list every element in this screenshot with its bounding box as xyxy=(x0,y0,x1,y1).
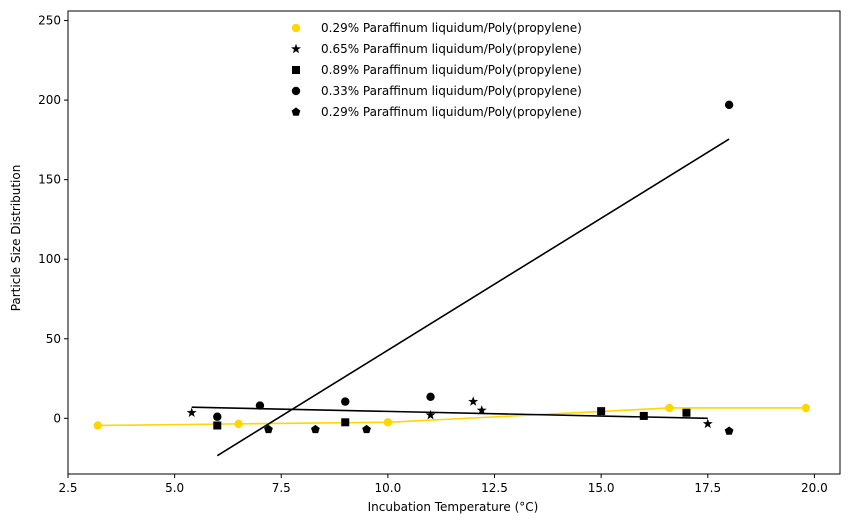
series-2-point xyxy=(597,407,606,416)
series-1-point xyxy=(476,405,487,415)
series-3-point xyxy=(724,100,734,110)
legend: 0.29% Paraffinum liquidum/Poly(propylene… xyxy=(291,21,582,119)
y-tick-label: 200 xyxy=(38,93,61,107)
data-points xyxy=(93,100,811,435)
tick-labels: 2.5 5.0 7.5 10.0 12.5 15.0 17.5 20.0 0 50 100 150 20… xyxy=(38,14,828,495)
series-2-point xyxy=(682,408,691,417)
series-3-point xyxy=(341,397,350,406)
x-tick-label: 17.5 xyxy=(694,481,721,495)
series-0-point xyxy=(383,418,393,427)
y-tick-label: 250 xyxy=(38,14,61,28)
series-0-point xyxy=(93,421,103,430)
legend-marker-3 xyxy=(291,86,301,96)
axes xyxy=(67,10,841,475)
y-tick-label: 50 xyxy=(46,332,61,346)
series-3-point xyxy=(213,412,222,421)
x-tick-label: 7.5 xyxy=(272,481,291,495)
legend-marker-0 xyxy=(291,23,301,33)
y-tick-label: 0 xyxy=(53,411,61,425)
legend-label-3: 0.33% Paraffinum liquidum/Poly(propylene… xyxy=(321,84,582,98)
plot-frame xyxy=(67,10,841,475)
series-1-point xyxy=(702,418,713,429)
x-tick-label: 20.0 xyxy=(801,481,828,495)
y-tick-label: 100 xyxy=(38,252,61,266)
y-tick-label: 150 xyxy=(38,173,61,187)
fit-lines xyxy=(97,138,806,457)
series-4-point xyxy=(724,426,734,435)
x-tick-label: 12.5 xyxy=(481,481,508,495)
series-3-point xyxy=(255,401,265,410)
series-2-point xyxy=(213,421,222,430)
series-1-point xyxy=(468,396,479,406)
x-tick-label: 2.5 xyxy=(58,481,77,495)
series-4-point xyxy=(311,424,320,434)
x-axis-label: Incubation Temperature (°C) xyxy=(368,500,539,514)
series-1-point xyxy=(425,409,436,420)
y-axis-label: Particle Size Distribution xyxy=(9,165,23,312)
legend-marker-1 xyxy=(291,43,301,54)
x-tick-label: 10.0 xyxy=(375,481,402,495)
series-3-line xyxy=(216,138,730,457)
legend-label-2: 0.89% Paraffinum liquidum/Poly(propylene… xyxy=(321,63,582,77)
series-4-point xyxy=(362,424,371,434)
legend-label-4: 0.29% Paraffinum liquidum/Poly(propylene… xyxy=(321,105,582,119)
series-1-line xyxy=(191,406,708,420)
series-4-point xyxy=(264,424,273,434)
series-2-point xyxy=(341,418,350,427)
legend-marker-4 xyxy=(291,107,301,116)
series-1-point xyxy=(186,407,197,417)
series-3-point xyxy=(426,392,435,402)
series-0-line xyxy=(97,407,806,427)
series-0-point xyxy=(234,419,243,429)
series-0-point xyxy=(665,403,674,413)
legend-label-1: 0.65% Paraffinum liquidum/Poly(propylene… xyxy=(321,42,582,56)
x-tick-label: 5.0 xyxy=(165,481,184,495)
legend-label-0: 0.29% Paraffinum liquidum/Poly(propylene… xyxy=(321,21,582,35)
legend-marker-2 xyxy=(292,66,300,74)
series-2-point xyxy=(639,411,648,420)
x-tick-label: 15.0 xyxy=(588,481,615,495)
series-0-point xyxy=(801,403,811,413)
